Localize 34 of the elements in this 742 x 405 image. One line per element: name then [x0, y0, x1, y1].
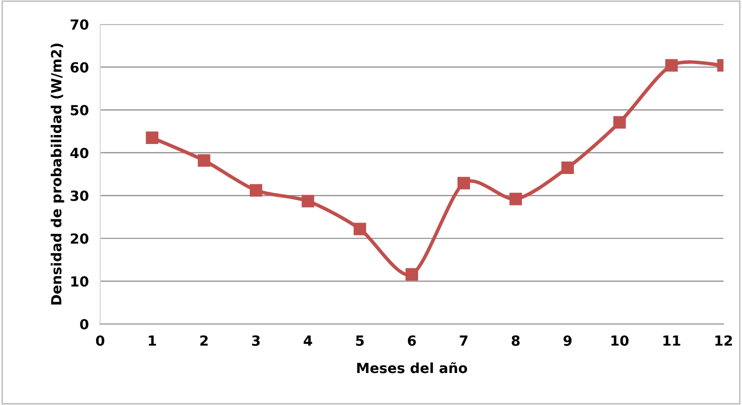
- point: [354, 222, 366, 236]
- x-tick-label: 5: [356, 336, 364, 346]
- x-tick-label: 8: [512, 335, 520, 346]
- x-tick-label: 3: [252, 335, 260, 346]
- point: [302, 194, 314, 208]
- point: [146, 132, 158, 144]
- x-tick-label: 11: [663, 336, 680, 346]
- y-tick-label: 50: [70, 104, 88, 116]
- point: [198, 154, 210, 167]
- y-tick-label: 0: [80, 318, 88, 330]
- y-tick-label: 70: [70, 19, 88, 30]
- point: [665, 59, 678, 72]
- y-axis-title: Densidad de probabilidad (W/m2): [50, 44, 64, 305]
- point: [509, 192, 522, 206]
- x-tick-label: 1: [148, 336, 156, 346]
- x-tick-label: 7: [460, 336, 468, 346]
- y-tick-label: 40: [70, 148, 88, 158]
- x-axis-title: Meses del año: [357, 362, 468, 374]
- x-tick-label: 4: [304, 336, 312, 346]
- x-tick-label: 6: [408, 335, 416, 346]
- x-tick-label: 2: [200, 335, 208, 346]
- point: [458, 176, 470, 190]
- y-tick-label: 10: [71, 276, 88, 287]
- x-tick-label: 12: [715, 335, 732, 346]
- y-tick-label: 30: [70, 190, 88, 202]
- y-tick-label: 20: [70, 233, 88, 244]
- point: [561, 161, 574, 174]
- y-tick-label: 60: [70, 62, 88, 73]
- point: [613, 116, 626, 129]
- point: [406, 268, 418, 281]
- x-tick-label: 9: [564, 335, 572, 346]
- x-tick-label: 0: [96, 335, 104, 346]
- x-tick-label: 10: [611, 335, 629, 346]
- point: [250, 184, 262, 197]
